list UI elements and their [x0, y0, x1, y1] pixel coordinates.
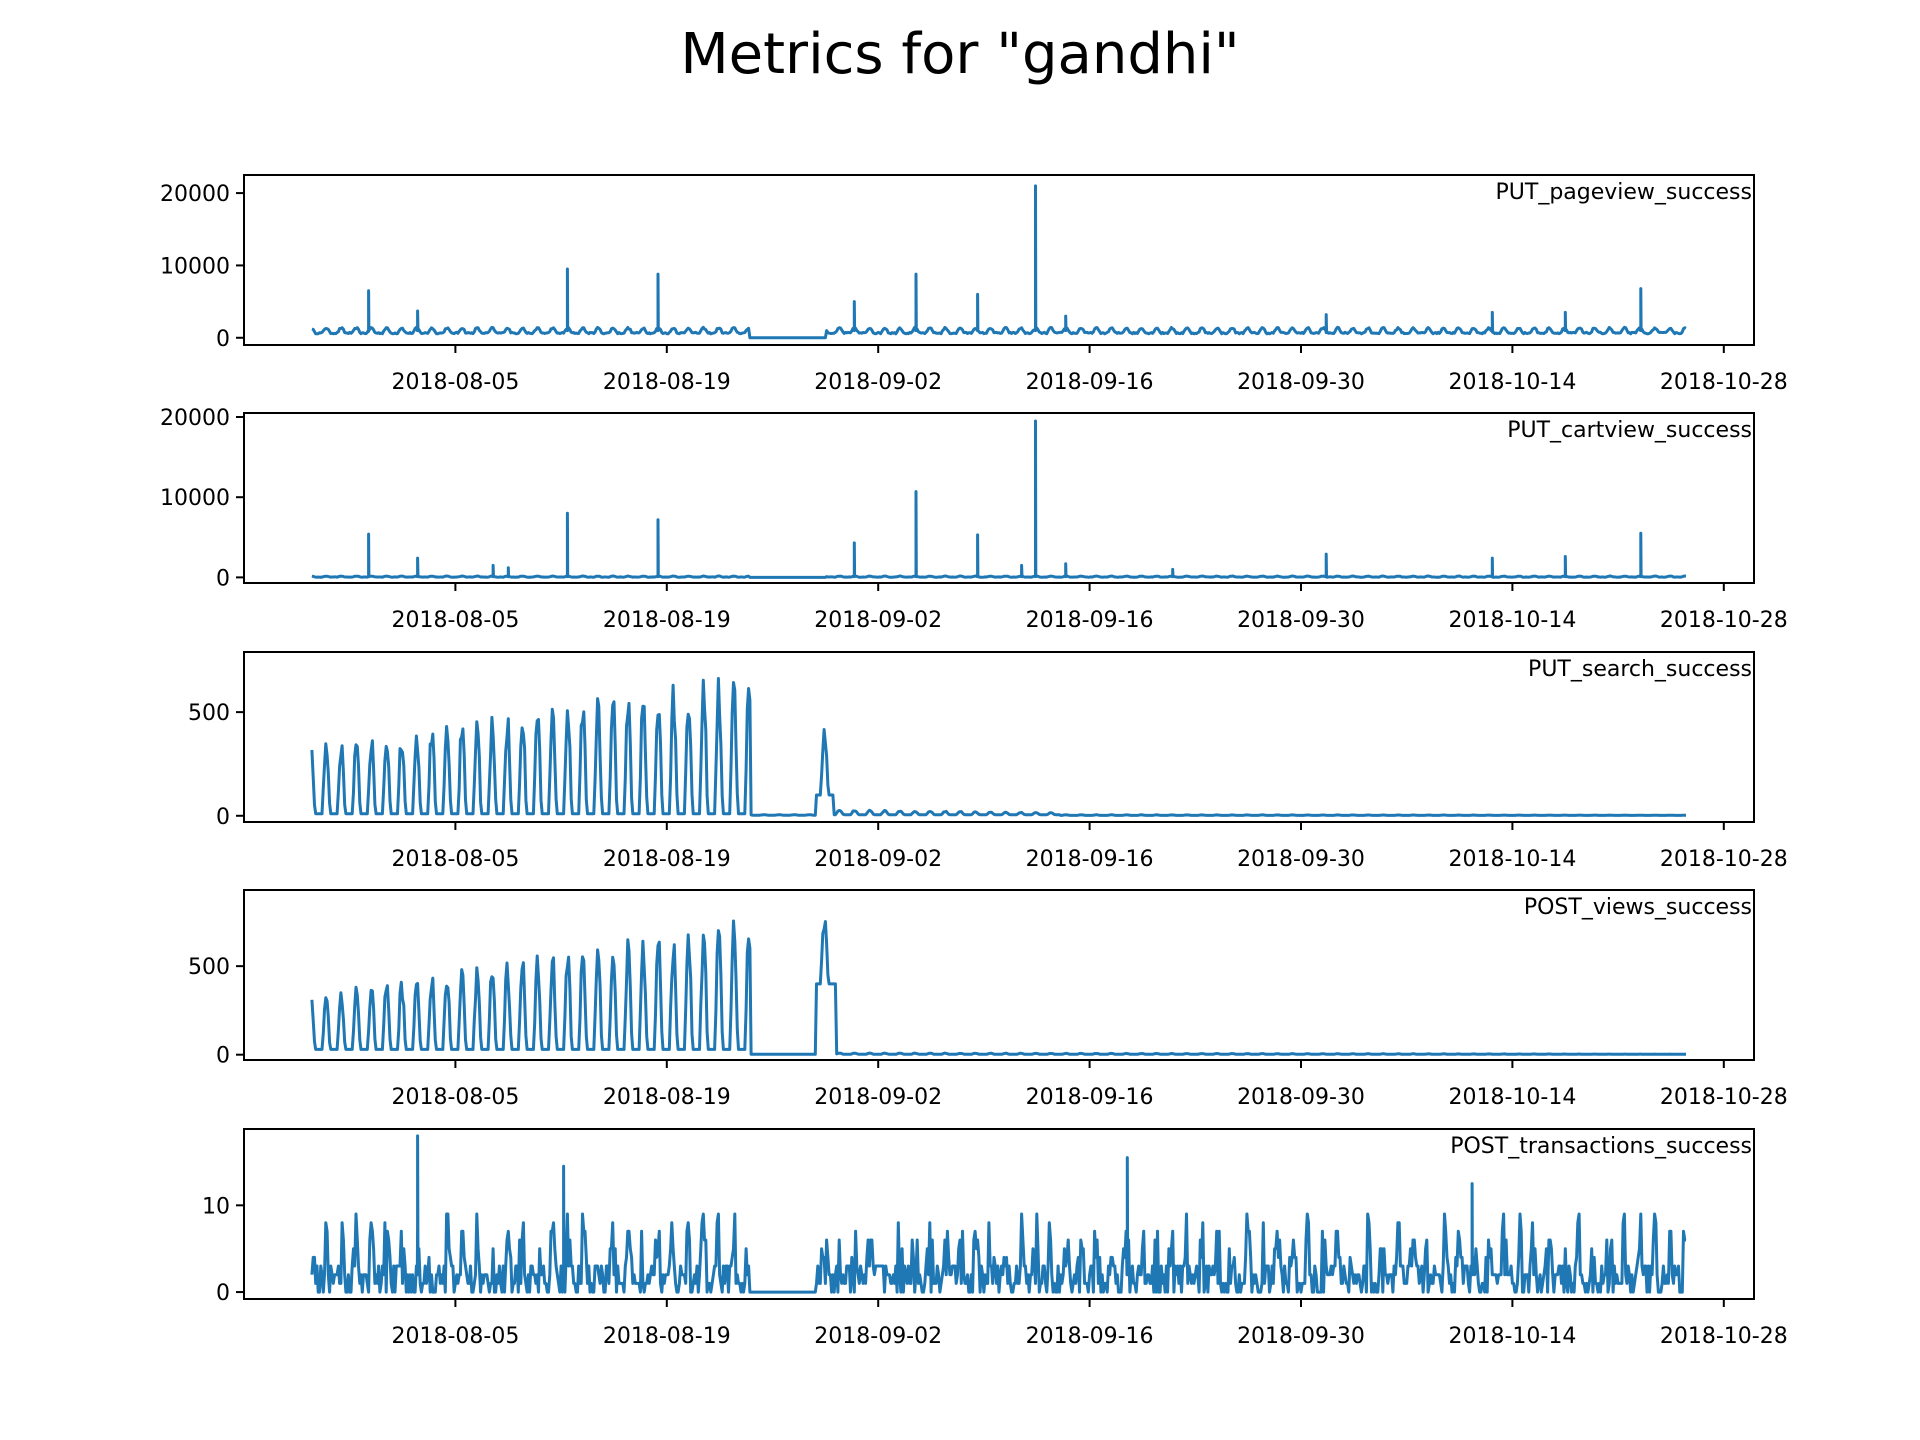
- axes-frame: [243, 1128, 1755, 1300]
- series-line-POST_views_success: [310, 919, 1687, 1056]
- series-label: PUT_cartview_success: [1507, 418, 1752, 443]
- x-tick-label: 2018-09-16: [1026, 1324, 1154, 1349]
- series-label: PUT_pageview_success: [1496, 180, 1752, 205]
- x-tick-label: 2018-09-30: [1237, 1324, 1365, 1349]
- y-tick-label: 10: [202, 1194, 230, 1219]
- series-line-PUT_cartview_success: [311, 419, 1687, 579]
- x-tick-label: 2018-09-30: [1237, 608, 1365, 633]
- figure-title: Metrics for "gandhi": [680, 22, 1240, 87]
- series-line-PUT_search_success: [310, 677, 1687, 817]
- y-tick-label: 0: [216, 327, 230, 352]
- x-tick-label: 2018-09-02: [814, 1324, 942, 1349]
- x-tick-label: 2018-08-19: [603, 370, 731, 395]
- y-tick-label: 20000: [160, 406, 230, 431]
- x-tick-label: 2018-09-02: [814, 370, 942, 395]
- x-tick-label: 2018-09-02: [814, 847, 942, 872]
- subplot-4: 2018-08-05 2018-08-19 2018-09-02 2018-09-16…: [188, 889, 1788, 1110]
- x-tick-label: 2018-09-16: [1026, 847, 1154, 872]
- subplot-1: 2018-08-05 2018-08-19 2018-09-02 2018-09-16…: [160, 174, 1788, 395]
- x-tick-label: 2018-08-05: [391, 370, 519, 395]
- x-tick-label: 2018-10-28: [1660, 1324, 1788, 1349]
- x-tick-label: 2018-08-19: [603, 847, 731, 872]
- y-tick-label: 20000: [160, 182, 230, 207]
- series-label: POST_views_success: [1524, 895, 1752, 920]
- x-tick-label: 2018-08-19: [603, 1324, 731, 1349]
- x-tick-label: 2018-10-28: [1660, 370, 1788, 395]
- x-tick-label: 2018-09-02: [814, 1085, 942, 1110]
- x-tick-label: 2018-09-16: [1026, 370, 1154, 395]
- x-tick-label: 2018-09-30: [1237, 847, 1365, 872]
- x-tick-label: 2018-08-05: [391, 1324, 519, 1349]
- x-tick-label: 2018-10-14: [1448, 1085, 1576, 1110]
- y-tick-label: 0: [216, 1044, 230, 1069]
- series-label: POST_transactions_success: [1450, 1134, 1752, 1159]
- axes-frame: [243, 889, 1755, 1061]
- y-tick-label: 500: [188, 701, 230, 726]
- x-tick-label: 2018-09-30: [1237, 1085, 1365, 1110]
- axes-frame: [243, 174, 1755, 346]
- x-tick-label: 2018-09-16: [1026, 1085, 1154, 1110]
- y-tick-label: 0: [216, 805, 230, 830]
- y-tick-label: 10000: [160, 486, 230, 511]
- x-tick-label: 2018-10-14: [1448, 608, 1576, 633]
- x-tick-label: 2018-10-14: [1448, 370, 1576, 395]
- x-tick-label: 2018-10-14: [1448, 847, 1576, 872]
- x-tick-label: 2018-10-28: [1660, 608, 1788, 633]
- x-tick-label: 2018-09-02: [814, 608, 942, 633]
- subplot-3: 2018-08-05 2018-08-19 2018-09-02 2018-09-16…: [188, 651, 1788, 872]
- subplot-2: 2018-08-05 2018-08-19 2018-09-02 2018-09-16…: [160, 406, 1788, 633]
- y-tick-label: 10000: [160, 254, 230, 279]
- x-tick-label: 2018-10-28: [1660, 1085, 1788, 1110]
- y-tick-label: 0: [216, 1281, 230, 1306]
- x-tick-label: 2018-08-19: [603, 1085, 731, 1110]
- y-tick-label: 500: [188, 955, 230, 980]
- axes-frame: [243, 651, 1755, 823]
- y-tick-label: 0: [216, 566, 230, 591]
- x-tick-label: 2018-10-14: [1448, 1324, 1576, 1349]
- x-tick-label: 2018-08-19: [603, 608, 731, 633]
- subplot-5: 2018-08-05 2018-08-19 2018-09-02 2018-09-16…: [202, 1128, 1788, 1349]
- series-label: PUT_search_success: [1528, 657, 1752, 682]
- series-line-PUT_pageview_success: [311, 184, 1687, 340]
- x-tick-label: 2018-10-28: [1660, 847, 1788, 872]
- x-tick-label: 2018-09-30: [1237, 370, 1365, 395]
- x-tick-label: 2018-08-05: [391, 608, 519, 633]
- x-tick-label: 2018-09-16: [1026, 608, 1154, 633]
- x-tick-label: 2018-08-05: [391, 847, 519, 872]
- series-line-POST_transactions_success: [310, 1134, 1687, 1294]
- x-tick-label: 2018-08-05: [391, 1085, 519, 1110]
